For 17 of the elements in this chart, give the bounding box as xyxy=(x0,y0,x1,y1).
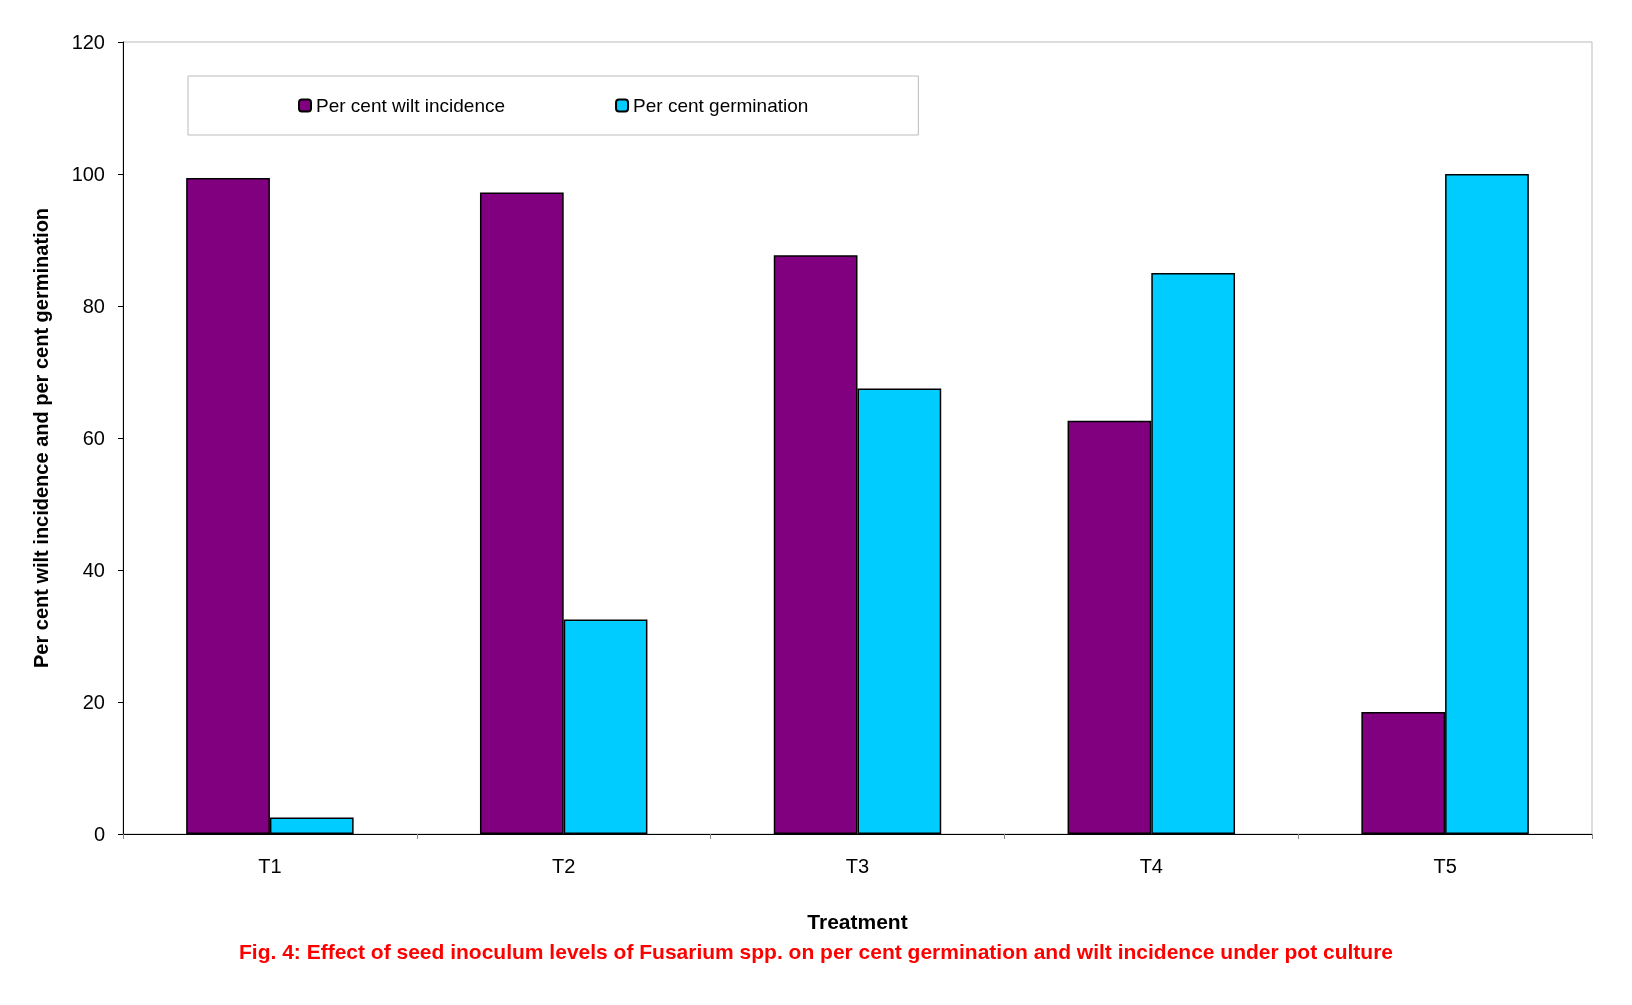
x-tick-label: T3 xyxy=(845,855,870,877)
x-tick-label: T2 xyxy=(552,855,576,877)
y-tick-label: 100 xyxy=(71,163,105,185)
x-tick-label: T1 xyxy=(258,855,282,877)
x-tick-label: T4 xyxy=(1139,855,1163,877)
text: Fig. 4: Effect of seed inoculum levels of Fusarium spp. on per cent germination and wilt incidence under pot culture xyxy=(239,940,1393,963)
y-tick-label: 20 xyxy=(82,691,105,713)
y-tick-label: 80 xyxy=(82,295,105,317)
y-axis-title: Per cent wilt incidence and per cent germination xyxy=(30,207,52,669)
legend-label: Per cent germination xyxy=(633,95,809,116)
y-tick-label: 120 xyxy=(71,31,105,53)
x-tick-label: T5 xyxy=(1433,855,1457,877)
y-tick-label: 60 xyxy=(82,427,105,449)
y-tick-label: 40 xyxy=(82,559,105,581)
x-axis-title: Treatment xyxy=(807,910,908,933)
legend-label: Per cent wilt incidence xyxy=(316,95,506,116)
y-tick-label: 0 xyxy=(93,823,105,845)
